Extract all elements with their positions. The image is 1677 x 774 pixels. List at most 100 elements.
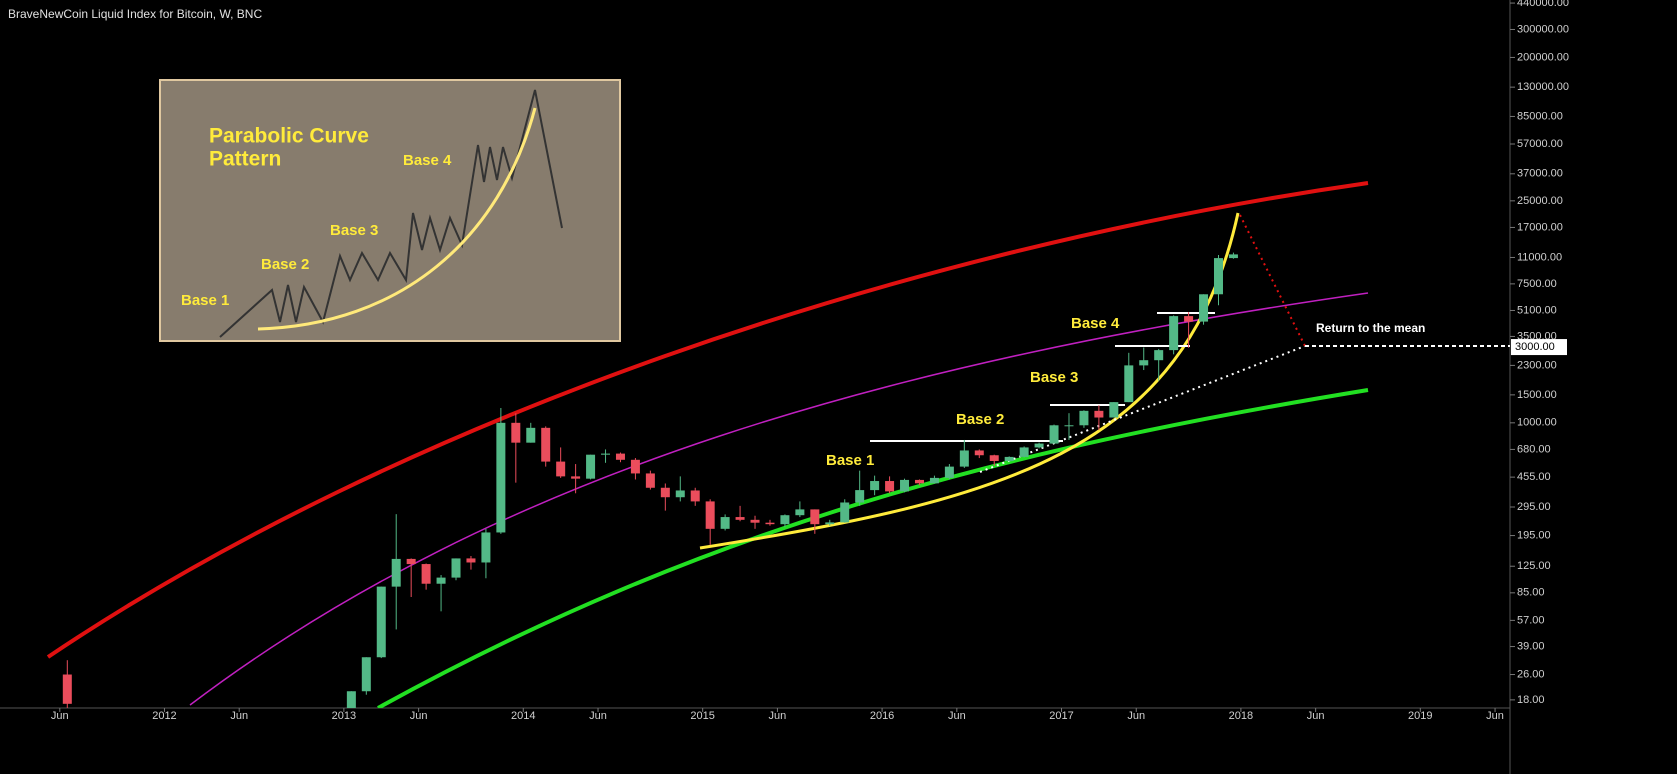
candle-body	[541, 427, 551, 462]
y-tick-label: 125.00	[1517, 560, 1551, 572]
candle-body	[705, 501, 715, 529]
y-tick-label: 295.00	[1517, 501, 1551, 513]
chart-title: BraveNewCoin Liquid Index for Bitcoin, W…	[8, 7, 262, 21]
candle-body	[810, 509, 820, 525]
annotation: Base 2	[956, 411, 1004, 428]
candle-body	[571, 476, 581, 479]
inset-curve	[257, 107, 537, 331]
y-tick-label: 57.00	[1517, 614, 1545, 626]
x-tick-label: Jun	[589, 710, 607, 722]
candle-body	[974, 450, 984, 456]
candle-body	[944, 466, 954, 478]
candle-body	[451, 558, 461, 578]
candle-body	[735, 517, 745, 520]
candle-body	[466, 558, 476, 563]
candle-body	[391, 558, 401, 587]
y-tick-label: 57000.00	[1517, 138, 1563, 150]
candle-body	[526, 427, 536, 443]
candle-body	[1154, 350, 1164, 361]
x-tick-label: Jun	[230, 710, 248, 722]
candle-body	[346, 691, 356, 708]
x-tick-label: Jun	[1486, 710, 1504, 722]
annotation: Base 4	[1071, 315, 1120, 332]
y-tick-label: 2300.00	[1517, 359, 1557, 371]
x-tick-label: 2018	[1229, 710, 1253, 722]
y-tick-label: 25000.00	[1517, 195, 1563, 207]
candle-body	[660, 487, 670, 498]
x-tick-label: 2019	[1408, 710, 1432, 722]
candle-body	[1034, 443, 1044, 448]
y-tick-label: 300000.00	[1517, 23, 1569, 35]
x-tick-label: Jun	[51, 710, 69, 722]
candle-body	[556, 461, 566, 477]
candle-body	[601, 453, 611, 455]
candle-body	[885, 481, 895, 492]
inset: Parabolic Curve Pattern Base 1 Base 2 Ba…	[159, 79, 621, 342]
inset-title: Parabolic Curve	[209, 125, 369, 148]
candle-body	[1094, 410, 1104, 418]
overlays	[46, 181, 1510, 708]
candle-body	[825, 522, 835, 525]
candle-body	[1049, 425, 1059, 444]
target-text: Return to the mean	[1316, 321, 1425, 335]
inset-label: Base 4	[403, 152, 452, 169]
candle-body	[1213, 258, 1223, 295]
annotation: Base 3	[1030, 369, 1078, 386]
inset-label: Base 3	[330, 222, 378, 239]
y-tick-label: 26.00	[1517, 668, 1545, 680]
candle-body	[870, 481, 880, 491]
target-box	[1511, 339, 1567, 356]
candle-body	[914, 479, 924, 484]
candle-body	[511, 422, 521, 443]
mid-band	[189, 292, 1369, 706]
x-tick-label: 2014	[511, 710, 535, 722]
candle-body	[929, 477, 939, 484]
candle-body	[675, 490, 685, 498]
x-tick-label: Jun	[948, 710, 966, 722]
candle-body	[1139, 360, 1149, 366]
x-tick-label: 2017	[1049, 710, 1073, 722]
candle-body	[496, 422, 506, 533]
candle-body	[989, 455, 999, 461]
candle-body	[1169, 316, 1179, 351]
candle-body	[645, 473, 655, 488]
y-tick-label: 130000.00	[1517, 81, 1569, 93]
candle-body	[615, 453, 625, 460]
candle-body	[421, 564, 431, 584]
candle-body	[1064, 425, 1074, 427]
candle-body	[586, 454, 596, 479]
candle-body	[795, 509, 805, 516]
y-tick-label: 195.00	[1517, 529, 1551, 541]
y-tick-label: 680.00	[1517, 443, 1551, 455]
y-tick-label: 18.00	[1517, 694, 1545, 706]
y-tick-label: 455.00	[1517, 471, 1551, 483]
x-tick-label: 2016	[870, 710, 894, 722]
candles	[62, 252, 1238, 708]
inset-zigzag	[219, 89, 563, 338]
x-tick-label: Jun	[1127, 710, 1145, 722]
inset-label: Base 1	[181, 292, 229, 309]
candle-body	[780, 515, 790, 525]
candle-body	[361, 657, 371, 692]
trend-dotted	[979, 345, 1306, 473]
candle-body	[1199, 294, 1209, 322]
y-tick-label: 11000.00	[1517, 251, 1562, 263]
x-tick-label: Jun	[769, 710, 787, 722]
y-tick-label: 7500.00	[1517, 278, 1557, 290]
candle-body	[1228, 254, 1238, 259]
candle-body	[690, 490, 700, 502]
candle-body	[1079, 410, 1089, 426]
candle-body	[1004, 456, 1014, 461]
candle-body	[855, 490, 865, 503]
candle-body	[481, 532, 491, 563]
candle-body	[765, 522, 775, 525]
x-tick-label: Jun	[1307, 710, 1325, 722]
upper-band	[46, 181, 1369, 659]
candle-body	[1184, 316, 1194, 322]
x-tick-label: 2012	[152, 710, 176, 722]
candle-body	[959, 450, 969, 467]
candle-body	[406, 558, 416, 565]
lower-band	[377, 388, 1369, 708]
candle-body	[750, 519, 760, 523]
candle-body	[720, 517, 730, 529]
